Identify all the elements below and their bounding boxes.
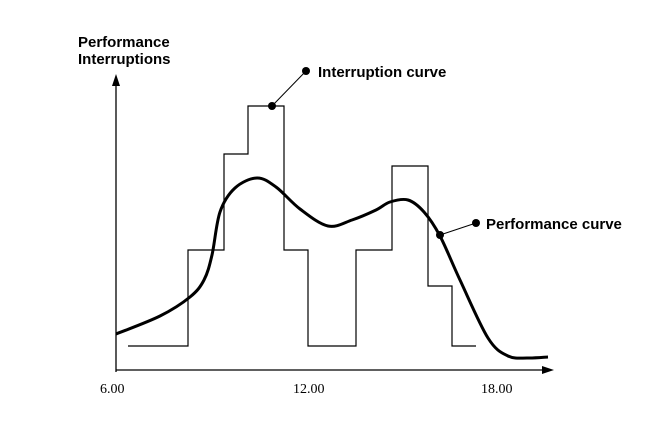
y-axis-label-line2: Interruptions [78, 51, 171, 68]
interruption-callout-dot-start [268, 102, 276, 110]
x-tick-6: 6.00 [100, 382, 125, 397]
interruption-curve [128, 105, 476, 347]
x-tick-12: 12.00 [293, 382, 325, 397]
performance-curve-label: Performance curve [486, 216, 622, 233]
interruption-callout-dot-end [302, 67, 310, 75]
interruption-curve-label: Interruption curve [318, 64, 447, 81]
x-tick-18: 18.00 [481, 382, 513, 397]
interruption-callout-line [271, 70, 307, 107]
performance-curve [115, 176, 549, 360]
y-axis-label-line1: Performance [78, 34, 170, 51]
y-axis-arrow [112, 74, 120, 86]
performance-callout-dot-start [436, 231, 444, 239]
performance-callout-dot-end [472, 219, 480, 227]
x-axis-arrow [542, 366, 554, 374]
performance-callout-line [439, 222, 477, 236]
